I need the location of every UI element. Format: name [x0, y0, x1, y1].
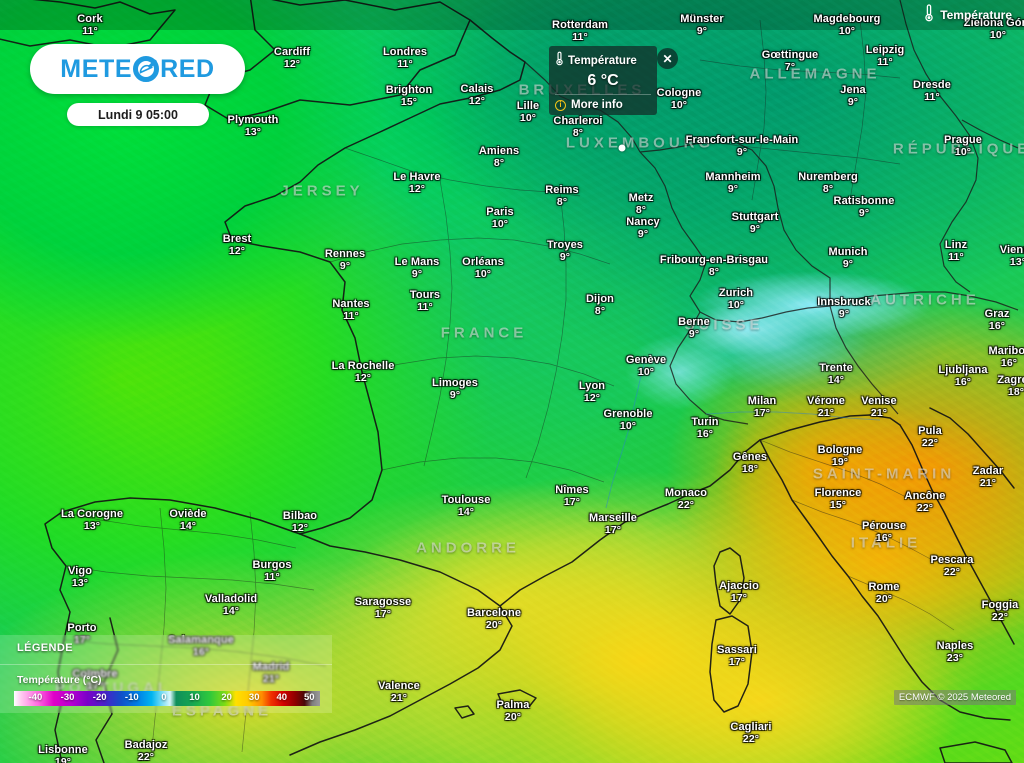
- temperature-popup[interactable]: Température 6 °C i More info: [549, 46, 657, 115]
- thermometer-icon: [924, 4, 934, 25]
- logo-text-after: RED: [160, 54, 215, 83]
- logo-text-before: METE: [60, 54, 133, 83]
- popup-thermometer-icon: [555, 51, 564, 71]
- legend-tick: 0: [161, 692, 167, 703]
- legend-tick: -20: [92, 692, 107, 703]
- legend-tick: -10: [124, 692, 139, 703]
- popup-divider: [555, 94, 651, 95]
- logo-wordmark: METE RED: [60, 55, 214, 84]
- legend-tick: -40: [28, 692, 43, 703]
- legend-tick: 40: [276, 692, 288, 703]
- selected-point-marker: [618, 144, 626, 152]
- more-info-link[interactable]: i More info: [555, 99, 651, 111]
- close-popup-button[interactable]: ✕: [657, 48, 678, 69]
- meteored-logo[interactable]: METE RED: [30, 44, 245, 94]
- legend-tick: 20: [221, 692, 232, 703]
- date-time-badge[interactable]: Lundi 9 05:00: [67, 103, 209, 126]
- legend-tick: 30: [248, 692, 260, 703]
- popup-header: Température: [555, 51, 651, 71]
- info-icon: i: [555, 99, 566, 111]
- popup-temperature-value: 6 °C: [587, 72, 619, 89]
- legend-panel: LÉGENDE Température (°C) -40 -30 -20 -10 0 10…: [0, 635, 332, 713]
- legend-color-scale: -40 -30 -20 -10 0 10 20 30 40 50: [14, 691, 320, 706]
- legend-gradient-bar: [14, 691, 320, 706]
- legend-header: LÉGENDE: [17, 642, 73, 654]
- popup-title: Température: [568, 55, 637, 67]
- legend-tick: -30: [60, 692, 75, 703]
- map-attribution: ECMWF © 2025 Meteored: [893, 690, 1016, 705]
- legend-divider: [0, 664, 332, 665]
- legend-subtitle: Température (°C): [17, 674, 102, 686]
- active-layer-text: Température: [940, 7, 1012, 22]
- logo-o-icon: [133, 56, 160, 82]
- legend-tick: 10: [189, 692, 200, 703]
- active-layer-label: Température: [924, 4, 1012, 25]
- more-info-label: More info: [571, 99, 623, 111]
- legend-tick: 50: [303, 692, 315, 703]
